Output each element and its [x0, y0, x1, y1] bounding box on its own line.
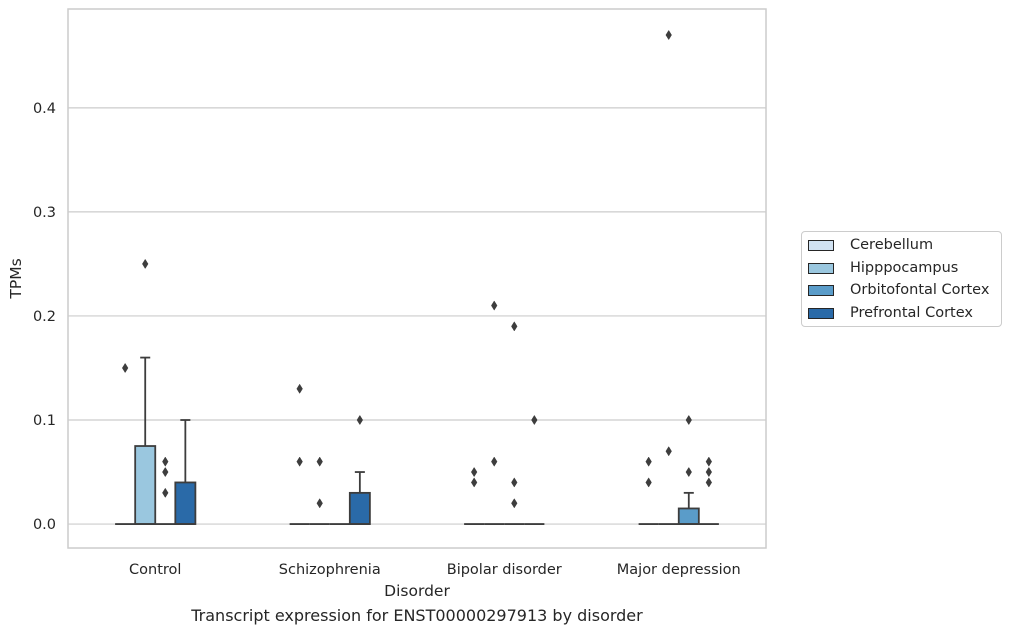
- legend-label: Orbitofontal Cortex: [850, 282, 990, 298]
- y-axis-label: TPMs: [7, 258, 25, 299]
- chart-caption: Transcript expression for ENST0000029791…: [191, 606, 643, 625]
- outlier-point: [511, 321, 518, 332]
- legend-item-hippocampus: Hipppocampus: [808, 258, 958, 278]
- outlier-point: [162, 466, 169, 478]
- legend-item-cerebellum: Cerebellum: [808, 235, 933, 255]
- box: [677, 507, 700, 525]
- outlier-point: [705, 466, 712, 478]
- outlier-point: [296, 383, 303, 394]
- outlier-point: [511, 498, 518, 509]
- outlier-point: [316, 456, 323, 467]
- legend-item-orbitofrontal: Orbitofontal Cortex: [808, 280, 989, 300]
- y-tick-label: 0.1: [33, 413, 56, 429]
- outlier-point: [162, 487, 169, 498]
- outlier-point: [471, 477, 478, 488]
- y-tick-label: 0.4: [33, 101, 56, 117]
- x-tick-label: Control: [129, 562, 181, 578]
- outlier-point: [665, 29, 672, 41]
- outlier-point: [665, 446, 672, 457]
- plot-frame: [67, 8, 767, 549]
- legend-label: Cerebellum: [850, 237, 934, 253]
- x-axis-label: Disorder: [384, 582, 450, 600]
- legend-swatch-hippocampus: [808, 262, 834, 274]
- outlier-point: [705, 456, 712, 467]
- legend-label: Prefrontal Cortex: [850, 305, 973, 321]
- x-tick-label: Major depression: [617, 562, 741, 578]
- outlier-point: [122, 362, 129, 374]
- outlier-point: [685, 466, 692, 478]
- outlier-point: [685, 414, 692, 426]
- x-tick-label: Bipolar disorder: [447, 562, 562, 578]
- outlier-point: [471, 466, 478, 478]
- outlier-point: [645, 477, 652, 488]
- legend-label: Hipppocampus: [850, 260, 959, 276]
- legend-swatch-cerebellum: [808, 239, 834, 251]
- outlier-point: [531, 414, 538, 426]
- box: [348, 491, 371, 525]
- outlier-point: [356, 414, 363, 426]
- box: [134, 445, 157, 525]
- outlier-point: [511, 477, 518, 488]
- outlier-point: [705, 477, 712, 488]
- y-tick-label: 0.2: [33, 309, 56, 325]
- outlier-point: [491, 456, 498, 467]
- outlier-point: [316, 498, 323, 509]
- box: [174, 481, 197, 525]
- legend-swatch-prefrontal: [808, 307, 834, 319]
- outlier-point: [645, 456, 652, 467]
- x-tick-label: Schizophrenia: [279, 562, 381, 578]
- outlier-point: [491, 300, 498, 311]
- outlier-point: [142, 258, 149, 270]
- y-tick-label: 0.3: [33, 205, 56, 221]
- y-tick-label: 0.0: [33, 517, 56, 533]
- legend-swatch-orbitofrontal: [808, 284, 834, 296]
- legend-item-prefrontal: Prefrontal Cortex: [808, 303, 973, 323]
- chart-legend: Cerebellum Hipppocampus Orbitofontal Cor…: [801, 231, 1002, 327]
- outlier-point: [296, 456, 303, 467]
- outlier-point: [162, 456, 169, 467]
